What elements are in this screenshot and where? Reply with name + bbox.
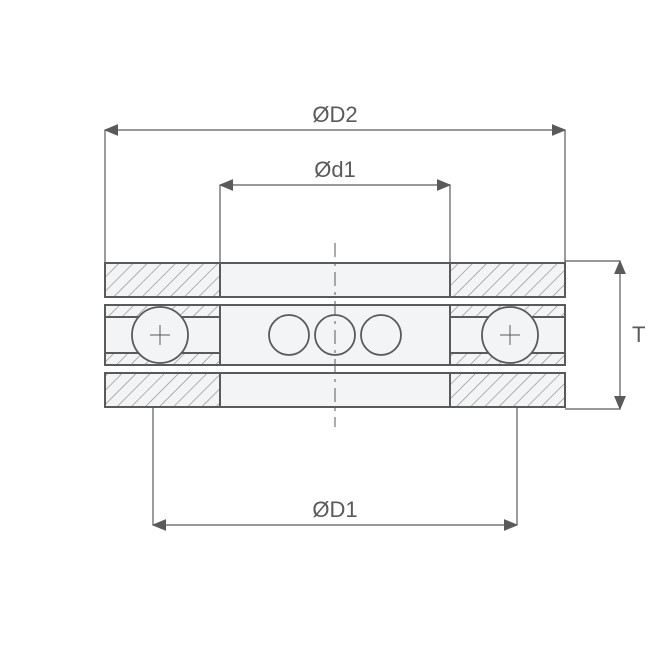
geometry-group xyxy=(105,243,565,427)
front-ball xyxy=(361,315,401,355)
bearing-cross-section-drawing: ØD2 Ød1 ØD1 T xyxy=(0,0,670,670)
dim-label: ØD2 xyxy=(312,102,357,127)
top-washer-right-hatch xyxy=(450,263,565,297)
front-ball xyxy=(269,315,309,355)
dim-label: Ød1 xyxy=(314,157,356,182)
dim-label: ØD1 xyxy=(312,497,357,522)
bottom-washer-left-hatch xyxy=(105,373,220,407)
bottom-washer-right-hatch xyxy=(450,373,565,407)
dim-label: T xyxy=(632,322,645,347)
top-washer-left-hatch xyxy=(105,263,220,297)
